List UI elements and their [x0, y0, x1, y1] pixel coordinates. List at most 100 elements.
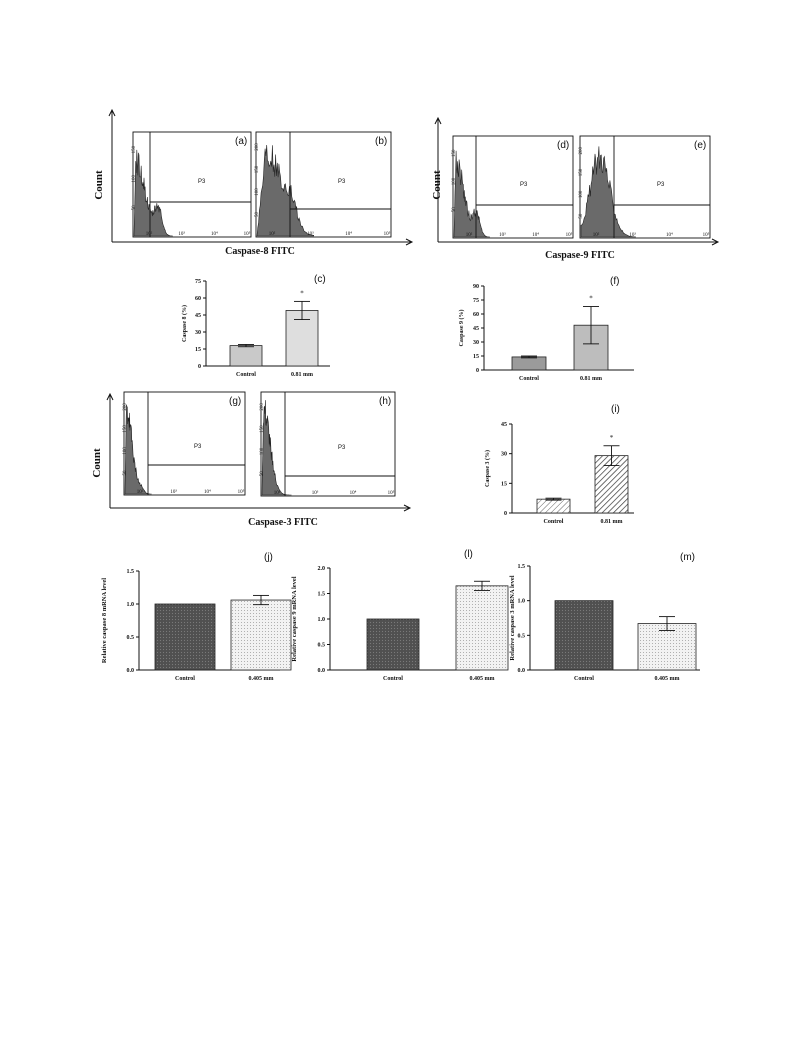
flow-x-tick: 10² — [137, 489, 144, 495]
flow-x-arrow — [403, 504, 412, 512]
bar-y-tick-label: 1.0 — [127, 602, 135, 608]
flow-x-tick: 10³ — [170, 489, 177, 495]
flow-y-arrow — [108, 108, 116, 117]
bar-0-405-mm — [455, 585, 509, 671]
bar-y-tick-label: 1.5 — [318, 592, 326, 598]
bar-y-tick-label: 0.0 — [518, 668, 526, 674]
bar-category-label: Control — [544, 519, 564, 525]
flow-y-tick: 50 — [132, 205, 137, 211]
flow-count-label: Count — [93, 170, 105, 200]
bar-y-axis-label: Relative caspase 9 mRNA level — [291, 576, 298, 661]
bar-y-tick-label: 30 — [501, 452, 507, 458]
bar-control — [554, 600, 614, 671]
panel-letter: (f) — [610, 276, 619, 287]
bar-y-tick-label: 0.5 — [318, 643, 326, 649]
bar-control — [366, 618, 420, 671]
significance-marker: * — [610, 434, 614, 442]
flow-panel-frame — [123, 391, 246, 496]
flow-x-tick: 10⁵ — [244, 231, 251, 237]
flow-count-label: Count — [431, 170, 443, 200]
gate-label: P3 — [198, 179, 206, 185]
flow-y-tick: 200 — [255, 143, 260, 151]
bar-category-label: 0.81 mm — [601, 519, 623, 525]
bar-category-label: Control — [519, 376, 539, 382]
flow-y-tick: 100 — [579, 190, 584, 198]
flow-x-tick: 10³ — [629, 232, 636, 238]
flow-y-tick: 200 — [579, 146, 584, 154]
flow-x-tick: 10⁵ — [384, 231, 391, 237]
flow-y-tick: 50 — [255, 212, 260, 218]
bar-chart-c: 0 15 30 45 60 75 Caspase 8 (%) (c) Control * 0.81 … — [181, 274, 330, 378]
flow-x-tick: 10⁵ — [703, 232, 710, 238]
panel-letter: (l) — [464, 549, 473, 560]
flow-x-tick: 10² — [466, 232, 473, 238]
flow-x-tick: 10⁵ — [388, 490, 395, 496]
bar-y-tick-label: 2.0 — [318, 566, 326, 572]
flow-panel-d: P3 (d) 50 100 150 10² 10³ 10⁴ 10⁵ — [452, 135, 574, 239]
bar-y-axis-label: Caspase 9 (%) — [458, 309, 465, 346]
flow-y-tick: 150 — [260, 425, 265, 433]
flow-histogram — [133, 149, 173, 237]
bar-y-tick-label: 0.5 — [127, 635, 135, 641]
significance-marker: * — [300, 289, 304, 297]
flow-y-tick: 100 — [260, 447, 265, 455]
panel-letter: (d) — [557, 140, 569, 151]
flow-y-tick: 50 — [260, 471, 265, 477]
flow-x-arrow — [711, 238, 720, 246]
flow-x-tick: 10³ — [499, 232, 506, 238]
bar-y-tick-label: 60 — [473, 312, 479, 318]
flow-y-tick: 100 — [255, 188, 260, 196]
panel-letter: (h) — [379, 396, 391, 407]
flow-histogram — [124, 404, 152, 495]
flow-x-arrow — [405, 238, 414, 246]
flow-x-tick: 10⁴ — [204, 489, 211, 495]
bar-y-tick-label: 45 — [195, 313, 201, 319]
bar-category-label: Control — [383, 676, 403, 682]
flow-y-tick: 50 — [579, 213, 584, 219]
panel-letter: (a) — [235, 136, 247, 147]
bar-category-label: Control — [175, 676, 195, 682]
bar-y-axis-label: Caspase 3 (%) — [484, 450, 491, 487]
bar-y-tick-label: 1.5 — [127, 569, 135, 575]
flow-histogram — [453, 150, 490, 238]
panel-letter: (e) — [694, 140, 706, 151]
bar-y-tick-label: 0.0 — [318, 668, 326, 674]
panel-letter: (j) — [264, 552, 273, 563]
flow-x-tick: 10² — [274, 490, 281, 496]
flow-x-axis-label: Caspase-9 FITC — [545, 250, 615, 261]
flow-x-tick: 10⁵ — [238, 489, 245, 495]
flow-y-tick: 200 — [260, 403, 265, 411]
flow-y-tick: 100 — [123, 447, 128, 455]
bar-y-axis-label: Caspase 8 (%) — [181, 305, 188, 342]
bar-chart-f: 0 15 30 45 60 75 90 Caspase 9 (%) (f) Control * 0.8… — [458, 276, 634, 382]
bar-category-label: 0.81 mm — [580, 376, 602, 382]
flow-x-tick: 10⁴ — [666, 232, 673, 238]
flow-y-tick: 150 — [579, 168, 584, 176]
bar-0-405-mm — [230, 599, 292, 671]
bar-y-tick-label: 1.0 — [318, 617, 326, 623]
bar-y-tick-label: 90 — [473, 284, 479, 290]
bar-category-label: Control — [574, 676, 594, 682]
flow-x-tick: 10³ — [307, 231, 314, 237]
flow-y-tick: 100 — [452, 177, 457, 185]
flow-histogram — [261, 400, 292, 496]
bar-category-label: 0.405 mm — [470, 676, 495, 682]
flow-x-tick: 10⁵ — [566, 232, 573, 238]
bar-y-tick-label: 0 — [504, 511, 507, 517]
flow-group-caspase-9-fitc: Count Caspase-9 FITC P3 (d) 50 100 150 10² 10³ 10… — [431, 116, 720, 261]
flow-histogram — [580, 146, 636, 238]
bar-y-axis-label: Relative caspase 3 mRNA level — [509, 575, 516, 660]
flow-y-arrow — [434, 116, 442, 125]
bar-control — [229, 345, 263, 367]
flow-panel-b: P3 (b) 50 100 150 200 10² 10³ 10⁴ 10⁵ — [255, 131, 392, 238]
flow-x-tick: 10² — [269, 231, 276, 237]
flow-x-tick: 10³ — [178, 231, 185, 237]
flow-x-tick: 10⁴ — [345, 231, 352, 237]
bar-category-label: Control — [236, 372, 256, 378]
bar-y-tick-label: 1.0 — [518, 599, 526, 605]
bar-0-405-mm — [637, 623, 697, 671]
flow-x-tick: 10⁴ — [211, 231, 218, 237]
bar-category-label: 0.81 mm — [291, 372, 313, 378]
